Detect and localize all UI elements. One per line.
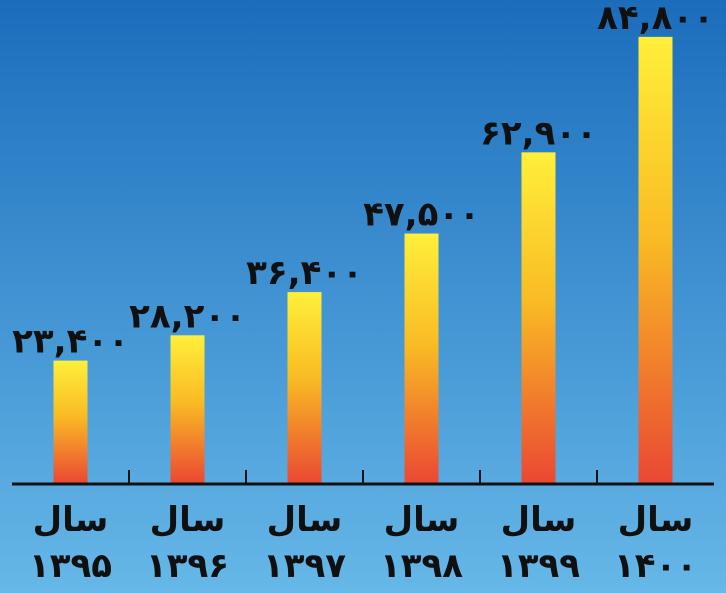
category-label-3-line-1: سال <box>267 500 343 540</box>
value-label-3: ۳۶,۴۰۰ <box>246 253 363 293</box>
value-label-5: ۶۲,۹۰۰ <box>480 113 597 153</box>
category-label-6-line-1: سال <box>618 500 694 540</box>
bar-3 <box>287 292 322 484</box>
x-axis-tick-group <box>128 470 598 484</box>
category-label-3-line-2: ۱۳۹۷ <box>263 546 346 586</box>
value-label-4: ۴۷,۵۰۰ <box>363 195 480 235</box>
bar-6 <box>638 36 673 484</box>
category-label-5-line-1: سال <box>501 500 577 540</box>
category-label-1-line-1: سال <box>33 500 109 540</box>
value-label-2: ۲۸,۲۰۰ <box>129 296 246 336</box>
category-label-5-line-2: ۱۳۹۹ <box>497 546 580 586</box>
category-label-1-line-2: ۱۳۹۵ <box>29 546 112 586</box>
value-label-1: ۲۳,۴۰۰ <box>12 322 129 362</box>
value-label-6: ۸۴,۸۰۰ <box>597 0 714 38</box>
category-label-group: سال ۱۳۹۵ سال ۱۳۹۶ سال ۱۳۹۷ سال ۱۳۹۸ سال ۱۳۹۹ سال ۱۴… <box>29 500 697 586</box>
bar-2 <box>170 335 205 484</box>
category-label-4-line-1: سال <box>384 500 460 540</box>
bar-5 <box>521 152 556 484</box>
category-label-6-line-2: ۱۴۰۰ <box>614 546 697 586</box>
category-label-4-line-2: ۱۳۹۸ <box>380 546 463 586</box>
bar-1 <box>53 360 88 484</box>
bar-4 <box>404 233 439 484</box>
bar-group <box>53 36 673 484</box>
category-label-2-line-1: سال <box>150 500 226 540</box>
category-label-2-line-2: ۱۳۹۶ <box>146 546 229 586</box>
